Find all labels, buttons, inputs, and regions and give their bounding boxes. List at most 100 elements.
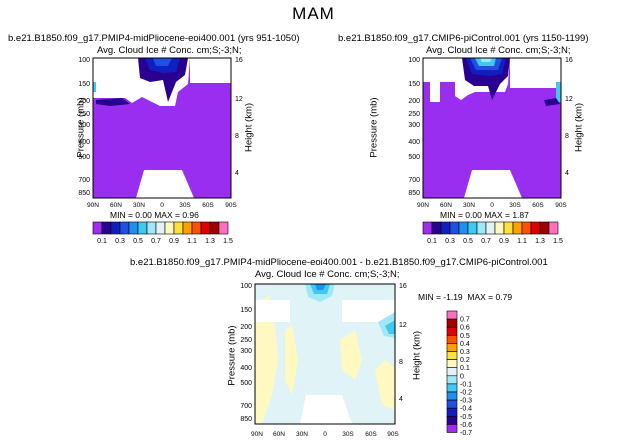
colorbar-tick-label: 0.6 [460,325,470,332]
panel1-x-tick-label: 90N [87,202,99,209]
panel1-x-tick-label: 60S [202,202,214,209]
panel2-y-tick-label: 700 [408,177,420,184]
colorbar-swatch [446,391,458,401]
colorbar-swatch [446,359,458,369]
colorbar-tick-label: 0.5 [133,238,143,245]
panel1-min-max: MIN = 0.00 MAX = 0.96 [110,210,199,220]
panel1-frame [92,57,232,199]
colorbar-tick-label: 0.3 [460,349,470,356]
panel1-y2-tick-label: 16 [235,57,243,64]
colorbar-tick-label: -0.1 [460,381,472,388]
panel1-y-ticks: 100 150 200 250 300 400 500 700 850 16 1… [78,57,243,197]
colorbar-tick-label: 1.1 [517,238,527,245]
panel1-x-tick-label: 60N [110,202,122,209]
colorbar-swatch [446,399,458,409]
panel1-x-tick-label: 30S [179,202,191,209]
colorbar-swatch [446,415,458,425]
panel2-x-tick-label: 0 [490,202,494,209]
panel2-y-tick-label: 300 [408,122,420,129]
panel3-x-tick-label: 60N [273,431,285,438]
colorbar-swatch [101,221,112,235]
colorbar-swatch [446,318,458,328]
colorbar-swatch [530,221,541,235]
panel3-y-tick-label: 300 [240,348,252,355]
panel2-contour [423,58,561,198]
colorbar-tick-label: -0.2 [460,390,472,397]
panel3-y2-tick-label: 4 [399,396,403,403]
colorbar-tick-label: 0.7 [151,238,161,245]
colorbar-swatch [458,221,469,235]
panel3-x-tick-label: 30S [342,431,354,438]
colorbar-tick-label: -0.6 [460,422,472,429]
colorbar-swatch [200,221,211,235]
colorbar-tick-label: -0.5 [460,414,472,421]
colorbar-swatch [446,375,458,385]
colorbar-tick-label: -0.4 [460,406,472,413]
colorbar-swatch [155,221,166,235]
panel2-y-tick-label: 200 [408,98,420,105]
colorbar-swatch [446,407,458,417]
colorbar-tick-label: 1.3 [535,238,545,245]
panel3-y-tick-label: 150 [240,307,252,314]
panel1-y-tick-label: 300 [78,122,90,129]
panel2-y-tick-label: 850 [408,190,420,197]
colorbar-swatch [173,221,184,235]
colorbar-tick-label: 1.5 [553,238,563,245]
colorbar-swatch [512,221,523,235]
panel2-x-tick-label: 60S [532,202,544,209]
colorbar-swatch [446,383,458,393]
colorbar-swatch [146,221,157,235]
colorbar-tick-label: 1.3 [205,238,215,245]
colorbar-swatch [110,221,121,235]
panel1-y2-tick-label: 8 [235,133,239,140]
colorbar-swatch [503,221,514,235]
panel3-y-tick-label: 250 [240,337,252,344]
colorbar-tick-label: 0.9 [169,238,179,245]
panel3-colorbar [446,310,458,433]
panel2-plot-title: Avg. Cloud Ice # Conc. cm;S;-3;N; [426,45,571,56]
colorbar-tick-label: 0.5 [460,333,470,340]
panel1-x-tick-label: 30N [133,202,145,209]
colorbar-swatch [182,221,193,235]
colorbar-swatch [446,351,458,360]
colorbar-tick-label: 0.9 [499,238,509,245]
colorbar-swatch [218,221,229,235]
panel2-y-tick-label: 100 [408,57,420,64]
panel3-y-tick-label: 400 [240,365,252,372]
panel2-y2-tick-label: 16 [565,57,573,64]
colorbar-swatch [209,221,220,235]
colorbar-swatch [128,221,139,235]
colorbar-swatch [440,221,451,235]
panel3-y-tick-label: 700 [240,403,252,410]
colorbar-swatch [485,221,496,235]
colorbar-tick-label: -0.3 [460,398,472,405]
panel3-y-tick-label: 200 [240,324,252,331]
colorbar-tick-label: 0.7 [481,238,491,245]
panel3-y2-tick-label: 16 [399,283,407,290]
colorbar-swatch [494,221,505,235]
colorbar-swatch [119,221,130,235]
colorbar-swatch [446,326,458,336]
panel3-min-max: MIN = -1.19 MAX = 0.79 [418,292,513,302]
colorbar-swatch [521,221,532,235]
panel3-x-tick-label: 90N [251,431,263,438]
colorbar-tick-label: 0.1 [460,365,470,372]
panel2-frame [422,57,562,199]
panel1-y-tick-label: 850 [78,190,90,197]
colorbar-swatch [431,221,442,235]
panel2-y-ticks: 100 150 200 250 300 400 500 700 850 16 1… [408,57,573,197]
panel1-x-ticks: 90N 60N 30N 0 30S 60S 90S [87,202,237,209]
colorbar-swatch [164,221,175,235]
colorbar-swatch [446,310,458,320]
panel2-run-title: b.e21.B1850.f09_g17.CMIP6-piControl.001 … [338,33,589,44]
panel1-x-tick-label: 90S [225,202,237,209]
panel2-x-tick-label: 60N [440,202,452,209]
colorbar-tick-label: 1.5 [223,238,233,245]
panel1-y-tick-label: 150 [78,81,90,88]
colorbar-tick-label: 0.1 [97,238,107,245]
colorbar-swatch [476,221,487,235]
colorbar-tick-label: 0.3 [445,238,455,245]
panel3-contour [255,284,395,424]
panel3-x-tick-label: 30N [296,431,308,438]
panel2-y-tick-label: 400 [408,139,420,146]
